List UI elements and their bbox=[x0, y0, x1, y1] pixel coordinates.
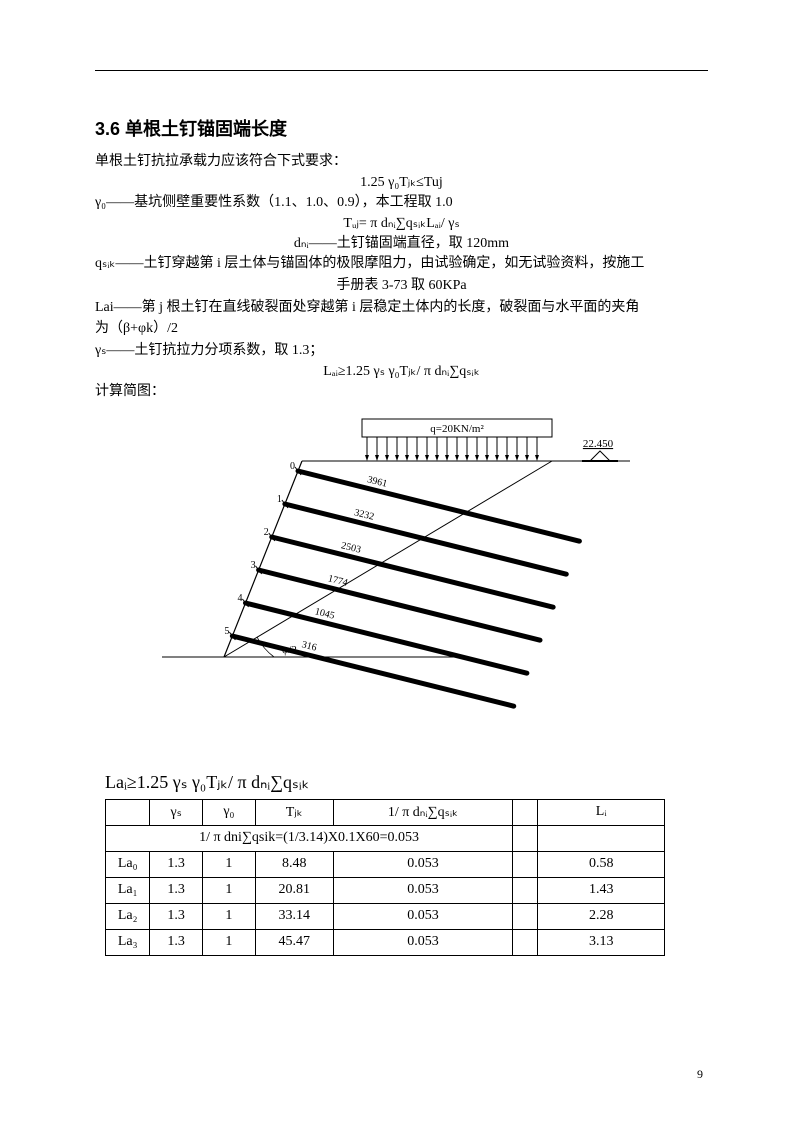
top-rule bbox=[95, 70, 708, 71]
diagram-container: q=20KN/m² 22.450 φ/2 0396113232225033177… bbox=[95, 413, 708, 748]
table-header-cell: γₛ bbox=[150, 799, 203, 825]
table-row: La₂1.3133.140.0532.28 bbox=[106, 903, 665, 929]
qsik-def-2: 手册表 3-73 取 60KPa bbox=[95, 275, 708, 297]
table-formula: Laᵢ≥1.25 γₛ γ₀Tⱼₖ/ π dₙᵢ∑qₛᵢₖ bbox=[105, 772, 708, 793]
load-label: q=20KN/m² bbox=[430, 423, 484, 435]
qsik-def-1: qₛᵢₖ——土钉穿越第 i 层土体与锚固体的极限摩阻力，由试验确定，如无试验资料… bbox=[95, 253, 708, 275]
table-row: La₁1.3120.810.0531.43 bbox=[106, 877, 665, 903]
formula-1: 1.25 γ₀Tⱼₖ≤Tuj bbox=[95, 173, 708, 193]
elevation-label: 22.450 bbox=[582, 438, 613, 450]
table-header-cell bbox=[513, 799, 538, 825]
svg-text:1: 1 bbox=[276, 494, 281, 505]
calc-diag-label: 计算简图： bbox=[95, 381, 708, 403]
Lai-def-2: 为（β+φk）/2 bbox=[95, 318, 708, 340]
table-row: La₃1.3145.470.0533.13 bbox=[106, 929, 665, 955]
table-header-row: γₛγ₀Tⱼₖ1/ π dₙᵢ∑qₛᵢₖ Lᵢ bbox=[106, 799, 665, 825]
section-heading: 3.6 单根土钉锚固端长度 bbox=[95, 115, 708, 141]
table-header-cell: γ₀ bbox=[203, 799, 256, 825]
table-span-formula: 1/ π dni∑qsik=(1/3.14)X0.1X60=0.053 bbox=[106, 825, 513, 851]
svg-text:2: 2 bbox=[263, 527, 268, 538]
gamma0-def: γ₀——基坑侧壁重要性系数（1.1、1.0、0.9），本工程取 1.0 bbox=[95, 192, 708, 214]
svg-text:4: 4 bbox=[237, 593, 242, 604]
table-header-cell: Lᵢ bbox=[538, 799, 665, 825]
svg-text:0: 0 bbox=[290, 461, 295, 472]
Lai-def-1: Lai——第 j 根土钉在直线破裂面处穿越第 i 层稳定土体内的长度，破裂面与水… bbox=[95, 297, 708, 319]
table-header-cell bbox=[106, 799, 150, 825]
formula-Lai: Lₐᵢ≥1.25 γₛ γ₀Tⱼₖ/ π dₙᵢ∑qₛᵢₖ bbox=[95, 362, 708, 382]
table-header-cell: Tⱼₖ bbox=[255, 799, 333, 825]
intro-line: 单根土钉抗拉承载力应该符合下式要求： bbox=[95, 151, 708, 173]
section-title-text: 单根土钉锚固端长度 bbox=[125, 119, 287, 139]
svg-text:5: 5 bbox=[224, 626, 229, 637]
dni-def: dₙᵢ——土钉锚固端直径，取 120mm bbox=[95, 234, 708, 254]
calc-table: γₛγ₀Tⱼₖ1/ π dₙᵢ∑qₛᵢₖ Lᵢ 1/ π dni∑qsik=(1/… bbox=[105, 799, 665, 956]
gammas-def: γₛ——土钉抗拉力分项系数，取 1.3； bbox=[95, 340, 708, 362]
table-row: La₀1.318.480.0530.58 bbox=[106, 851, 665, 877]
svg-text:3: 3 bbox=[250, 560, 255, 571]
section-number: 3.6 bbox=[95, 119, 120, 139]
formula-Tuj: Tᵤⱼ= π dₙᵢ∑qₛᵢₖLₐᵢ/ γₛ bbox=[95, 214, 708, 234]
soil-nail-diagram: q=20KN/m² 22.450 φ/2 0396113232225033177… bbox=[162, 413, 642, 743]
table-header-cell: 1/ π dₙᵢ∑qₛᵢₖ bbox=[333, 799, 512, 825]
page-number: 9 bbox=[697, 1067, 703, 1082]
